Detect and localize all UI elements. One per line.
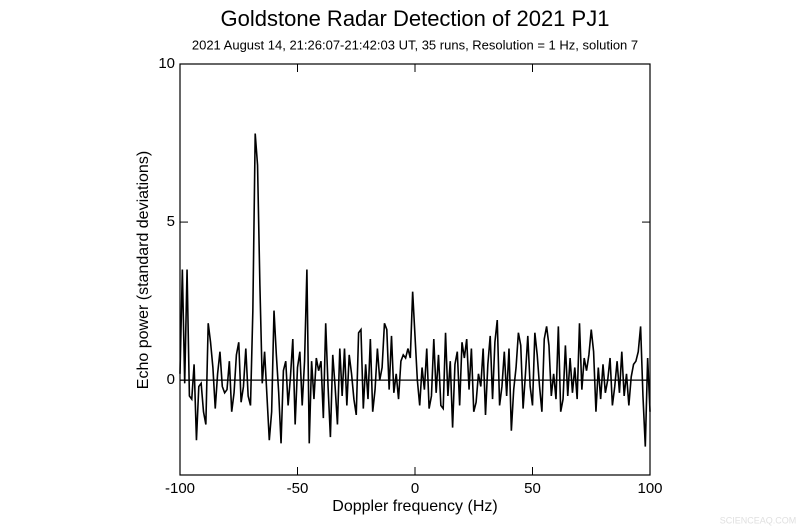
y-axis-label: Echo power (standard deviations) — [135, 151, 152, 389]
y-tick-label: 5 — [167, 213, 175, 230]
chart-subtitle: 2021 August 14, 21:26:07-21:42:03 UT, 35… — [192, 37, 638, 52]
x-tick-label: 50 — [524, 480, 541, 497]
x-tick-label: 100 — [637, 480, 662, 497]
x-axis-label: Doppler frequency (Hz) — [332, 498, 497, 515]
plot-frame — [179, 63, 651, 476]
y-tick-label: 10 — [158, 55, 175, 72]
x-tick-label: -50 — [287, 480, 309, 497]
x-tick-label: 0 — [411, 480, 419, 497]
y-tick-label: 0 — [167, 371, 175, 388]
data-line — [179, 133, 651, 447]
watermark: SCIENCEAQ.COM — [720, 515, 797, 525]
x-tick-label: -100 — [165, 480, 195, 497]
chart-title: Goldstone Radar Detection of 2021 PJ1 — [221, 6, 610, 31]
